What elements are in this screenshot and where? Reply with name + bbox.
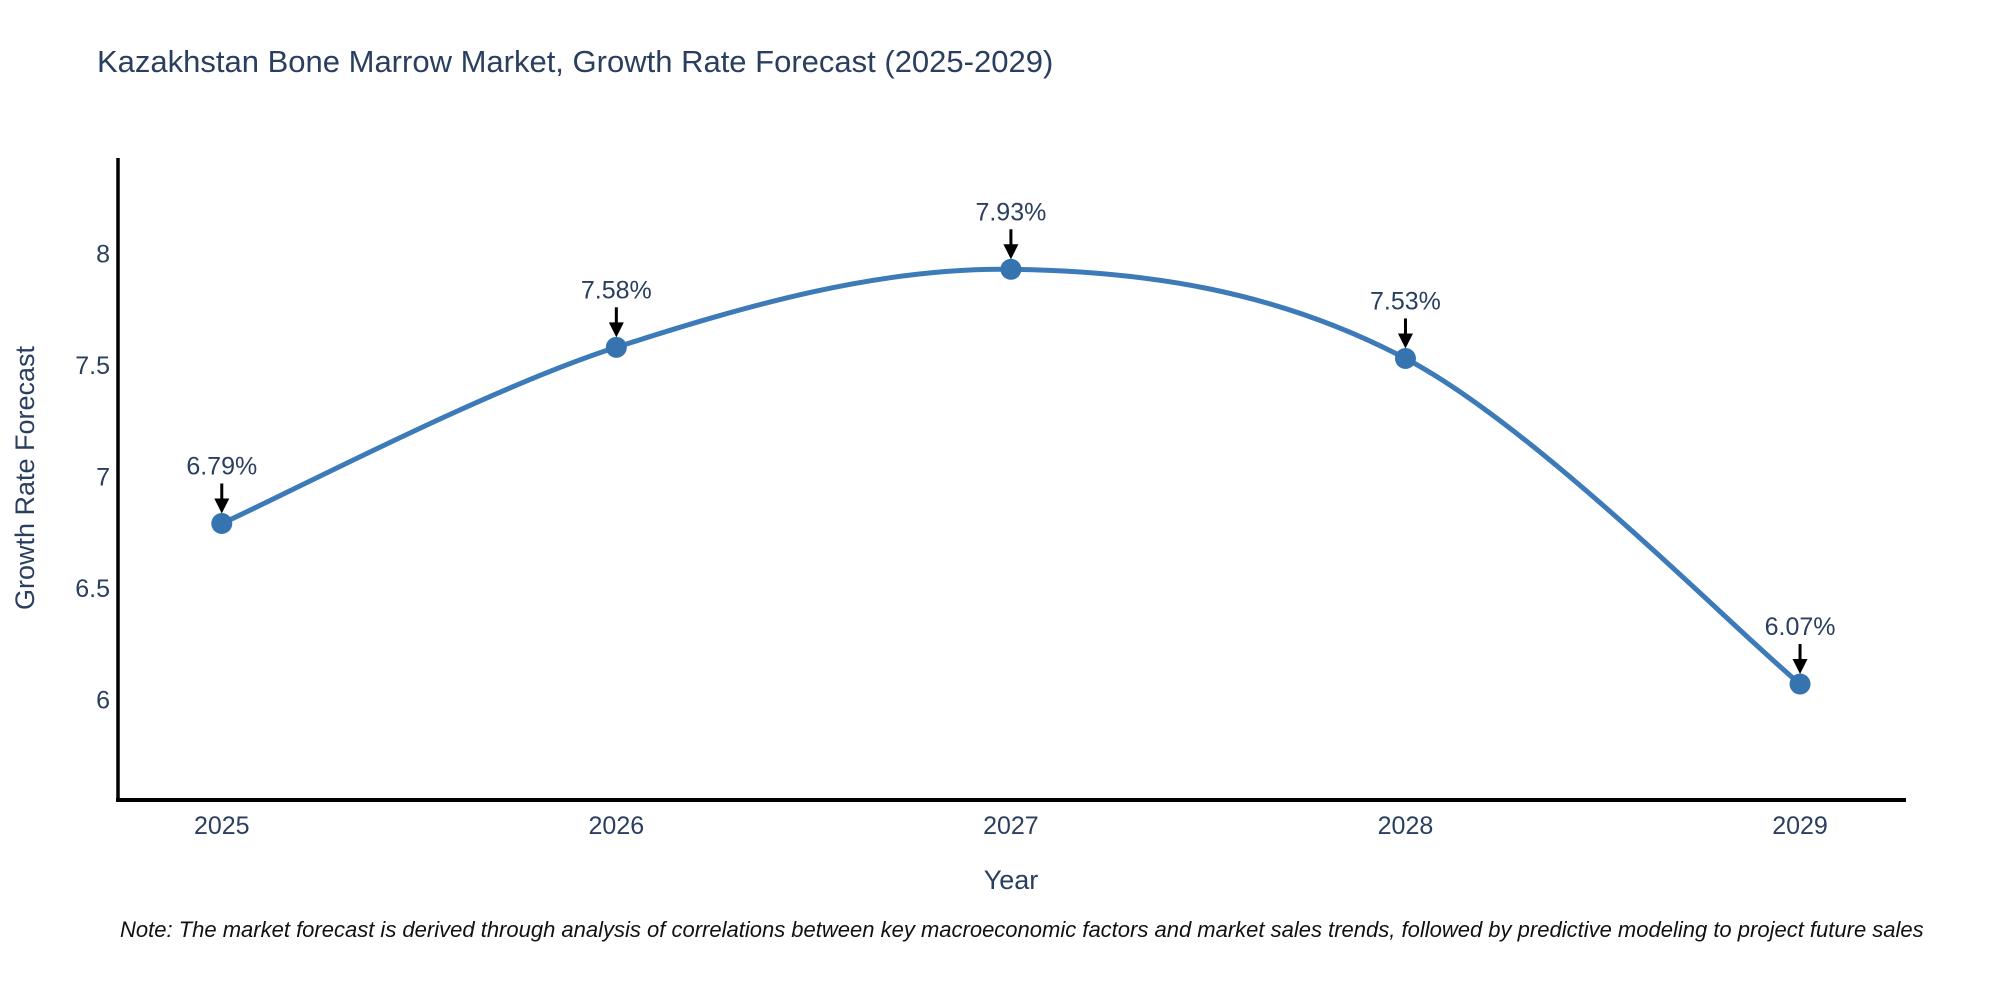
annotation-arrowhead-icon	[1397, 333, 1413, 349]
data-point-2029[interactable]	[1789, 673, 1811, 695]
y-tick-label-6: 6	[96, 687, 110, 715]
annotation-2029: 6.07%	[1765, 613, 1836, 675]
data-point-2026[interactable]	[605, 336, 627, 358]
y-tick-label-7.5: 7.5	[75, 352, 110, 380]
annotation-2025: 6.79%	[186, 452, 257, 514]
annotation-arrowhead-icon	[1003, 244, 1019, 260]
annotation-arrowhead-icon	[1792, 659, 1808, 675]
annotation-arrowhead-icon	[608, 322, 624, 338]
annotation-label: 7.53%	[1370, 287, 1441, 315]
y-axis-title: Growth Rate Forecast	[10, 345, 40, 610]
annotation-arrowhead-icon	[214, 498, 230, 514]
x-tick-label-2028: 2028	[1378, 812, 1434, 840]
annotation-2026: 7.58%	[581, 276, 652, 338]
x-tick-label-2029: 2029	[1772, 812, 1828, 840]
footnote: Note: The market forecast is derived thr…	[120, 917, 1924, 942]
annotation-label: 6.07%	[1765, 613, 1836, 641]
line-series	[211, 258, 1811, 695]
y-tick-label-7: 7	[96, 464, 110, 492]
x-tick-label-2027: 2027	[983, 812, 1039, 840]
data-point-2028[interactable]	[1394, 347, 1416, 369]
x-axis-title: Year	[984, 865, 1039, 895]
chart-title: Kazakhstan Bone Marrow Market, Growth Ra…	[97, 44, 1053, 79]
data-point-2027[interactable]	[1000, 258, 1022, 280]
annotation-2028: 7.53%	[1370, 287, 1441, 349]
series-line-path	[219, 266, 1803, 687]
annotation-label: 7.93%	[975, 198, 1046, 226]
y-tick-label-8: 8	[96, 241, 110, 269]
x-tick-label-2026: 2026	[589, 812, 645, 840]
annotation-2027: 7.93%	[975, 198, 1046, 260]
data-point-2025[interactable]	[211, 512, 233, 534]
point-annotations: 6.79% 7.58% 7.93% 7.53% 6.07%	[186, 198, 1836, 675]
y-tick-label-6.5: 6.5	[75, 575, 110, 603]
x-axis-tick-labels: 2025 2026 2027 2028 2029	[194, 812, 1828, 840]
x-tick-label-2025: 2025	[194, 812, 250, 840]
y-axis-tick-labels: 8 7.5 7 6.5 6	[75, 241, 110, 715]
annotation-label: 6.79%	[186, 452, 257, 480]
annotation-label: 7.58%	[581, 276, 652, 304]
